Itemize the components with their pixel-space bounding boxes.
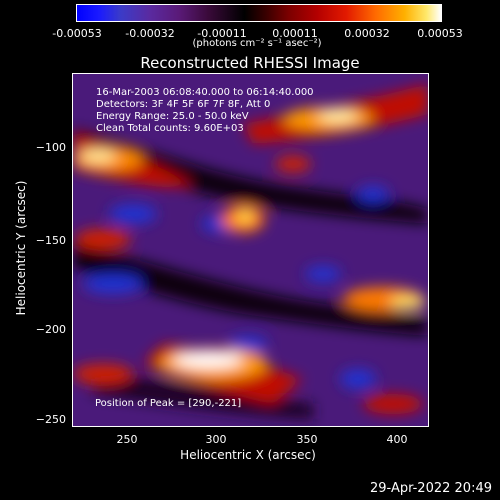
x-tick-label: 250 [116, 433, 138, 446]
colorbar-tick-label: -0.00011 [197, 27, 247, 40]
y-tick-label: −150 [35, 234, 66, 247]
y-axis-label: Heliocentric Y (arcsec) [14, 180, 28, 316]
colorbar-tick-label: 0.00053 [417, 27, 463, 40]
y-tick-label: −100 [35, 141, 66, 154]
colorbar-units: (photons cm⁻² s⁻¹ asec⁻²) [192, 38, 322, 49]
plot-title: Reconstructed RHESSI Image [140, 54, 360, 72]
info-detectors: Detectors: 3F 4F 5F 6F 7F 8F, Att 0 [96, 99, 271, 110]
timestamp: 29-Apr-2022 20:49 [370, 481, 492, 496]
x-tick-label: 300 [205, 433, 227, 446]
colorbar-tick-label: -0.00053 [52, 27, 102, 40]
y-tick-label: −200 [35, 323, 66, 336]
colorbar-tick-label: -0.00032 [125, 27, 175, 40]
x-tick-label: 350 [296, 433, 318, 446]
x-axis-label: Heliocentric X (arcsec) [180, 448, 316, 462]
info-energy-range: Energy Range: 25.0 - 50.0 keV [96, 111, 249, 122]
info-clean-counts: Clean Total counts: 9.60E+03 [96, 123, 244, 134]
x-tick-label: 400 [386, 433, 408, 446]
peak-position: Position of Peak = [290,-221] [95, 398, 242, 409]
colorbar-tick-label: 0.00011 [272, 27, 318, 40]
colorbar-tick-label: 0.00032 [344, 27, 390, 40]
rhessi-image [73, 74, 428, 426]
colorbar [76, 4, 442, 22]
info-time-range: 16-Mar-2003 06:08:40.000 to 06:14:40.000 [96, 87, 314, 98]
rhessi-image-plot [72, 73, 429, 427]
y-tick-label: −250 [35, 413, 66, 426]
